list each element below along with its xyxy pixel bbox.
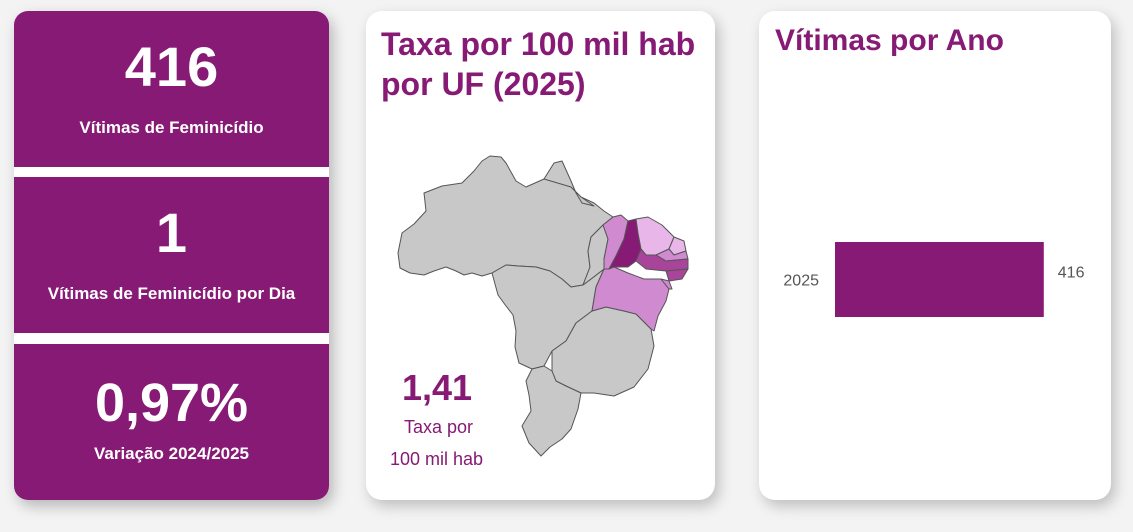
map-state-bahia[interactable] bbox=[591, 266, 670, 332]
victims-by-year-panel: Vítimas por Ano 2025 416 bbox=[759, 11, 1111, 500]
brazil-map[interactable] bbox=[366, 11, 715, 500]
category-label-2025: 2025 bbox=[783, 273, 819, 290]
kpi-victims: 416 Vítimas de Feminicídio bbox=[14, 11, 329, 167]
rate-label-line1: Taxa por bbox=[404, 417, 474, 437]
bar-2025[interactable] bbox=[835, 242, 1044, 317]
rate-label-line2: 100 mil hab bbox=[390, 449, 484, 469]
map-state-amapa[interactable] bbox=[543, 160, 595, 207]
kpi-victims-label: Vítimas de Feminicídio bbox=[79, 118, 264, 137]
map-state-sergipe[interactable] bbox=[660, 278, 673, 290]
rate-value: 1,41 bbox=[402, 367, 473, 408]
kpi-variation: 0,97% Variação 2024/2025 bbox=[14, 344, 329, 500]
map-panel-title: Taxa por 100 mil hab por UF (2025) bbox=[381, 26, 696, 102]
map-state-pernambuco[interactable] bbox=[635, 248, 689, 272]
kpi-variation-label: Variação 2024/2025 bbox=[93, 444, 250, 463]
victims-by-year-chart: 2025 416 bbox=[783, 242, 1085, 317]
kpi-victims-per-day-label: Vítimas de Feminicídio por Dia bbox=[47, 284, 296, 303]
map-state-south[interactable] bbox=[521, 365, 582, 457]
map-state-alagoas[interactable] bbox=[665, 268, 689, 282]
map-panel: Taxa por 100 mil hab por UF (2025) bbox=[366, 11, 715, 500]
kpi-victims-per-day-value: 1 bbox=[155, 201, 188, 264]
kpi-variation-value: 0,97% bbox=[94, 373, 249, 433]
kpi-card-stack: 416 Vítimas de Feminicídio 1 Vítimas de … bbox=[14, 11, 329, 500]
kpi-victims-per-day: 1 Vítimas de Feminicídio por Dia bbox=[14, 177, 329, 333]
kpi-victims-value: 416 bbox=[124, 35, 219, 98]
chart-title: Vítimas por Ano bbox=[775, 24, 1004, 57]
data-label-2025: 416 bbox=[1058, 265, 1085, 282]
